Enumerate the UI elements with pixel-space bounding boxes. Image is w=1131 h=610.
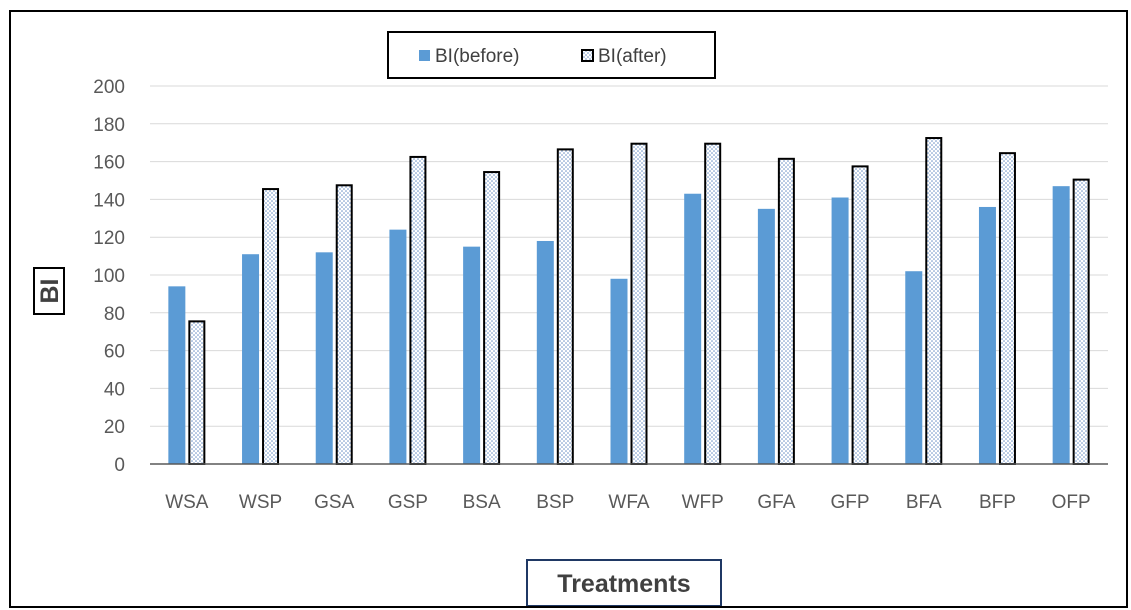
bar-after-GSP [409, 155, 427, 465]
bar-after-GFA [777, 157, 795, 465]
y-tick-label: 100 [93, 266, 125, 287]
y-axis-title-box [33, 267, 65, 315]
bar-before-BSP [536, 240, 554, 464]
y-tick-label: 60 [104, 342, 125, 363]
bar-after-OFP [1072, 178, 1090, 466]
x-tick-label: GSA [314, 492, 354, 513]
y-tick-label: 0 [114, 455, 125, 476]
bar-before-BSA [463, 246, 481, 464]
legend-box [387, 31, 716, 79]
legend: BI(before) BI(after) [387, 31, 716, 79]
bar-before-OFP [1052, 186, 1070, 465]
x-tick-label: BSA [463, 492, 501, 513]
y-tick-label: 140 [93, 190, 125, 211]
bar-chart: 0 20 40 60 80 100 120 140 160 180 200 WSA WSP GSA GSP… [33, 31, 1108, 606]
y-tick-label: 80 [104, 304, 125, 325]
y-tick-label: 200 [93, 77, 125, 98]
bar-after-GSA [335, 184, 353, 465]
x-axis: WSA WSP GSA GSP BSA BSP WFA WFP GFA GFP BFA BFP OFP [150, 463, 1108, 513]
y-tick-label: 160 [93, 153, 125, 174]
x-tick-label: BFA [906, 492, 942, 513]
bar-before-WSA [168, 286, 186, 464]
bar-before-WFP [684, 193, 702, 465]
y-tick-label: 40 [104, 379, 125, 400]
bar-before-BFP [978, 206, 996, 464]
y-axis-title-text: BI [36, 279, 64, 304]
bar-after-GFP [851, 165, 869, 465]
x-axis-title-box [526, 559, 722, 606]
y-axis-title: BI [33, 267, 65, 315]
x-tick-label: GFP [831, 492, 870, 513]
x-tick-label: GFA [757, 492, 795, 513]
x-tick-label: OFP [1052, 492, 1091, 513]
legend-label-after: BI(after) [598, 46, 667, 67]
x-tick-label: WSP [239, 492, 282, 513]
x-axis-title: Treatments [526, 559, 722, 606]
y-axis-ticks: 0 20 40 60 80 100 120 140 160 180 200 [93, 77, 125, 476]
x-tick-label: BFP [979, 492, 1016, 513]
y-tick-label: 180 [93, 115, 125, 136]
bar-after-WFP [704, 142, 722, 465]
bar-after-BFP [998, 152, 1016, 465]
x-tick-label: WFA [608, 492, 649, 513]
y-tick-label: 120 [93, 228, 125, 249]
bar-before-GFP [831, 197, 849, 464]
bar-before-BFA [905, 271, 923, 464]
x-tick-label: WFP [682, 492, 724, 513]
x-axis-title-text: Treatments [557, 570, 690, 598]
bar-after-WFA [630, 142, 648, 465]
bar-before-GFA [757, 208, 775, 464]
bar-after-WSP [262, 188, 280, 465]
legend-swatch-before [419, 50, 430, 61]
legend-swatch-after [581, 49, 594, 62]
x-tick-label: GSP [388, 492, 428, 513]
bar-before-GSA [315, 252, 333, 464]
chart-frame: 0 20 40 60 80 100 120 140 160 180 200 WSA WSP GSA GSP… [9, 10, 1128, 608]
bar-after-BSP [556, 148, 574, 465]
bars [168, 137, 1090, 466]
x-tick-label: BSP [536, 492, 574, 513]
bar-before-WSP [242, 254, 260, 464]
bar-before-GSP [389, 229, 407, 464]
bar-after-BFA [925, 137, 943, 465]
y-tick-label: 20 [104, 417, 125, 438]
legend-label-before: BI(before) [435, 46, 519, 67]
x-tick-label: WSA [165, 492, 209, 513]
gridlines [150, 85, 1108, 427]
bar-after-BSA [483, 171, 501, 466]
bar-before-WFA [610, 278, 628, 464]
bar-after-WSA [188, 320, 206, 465]
